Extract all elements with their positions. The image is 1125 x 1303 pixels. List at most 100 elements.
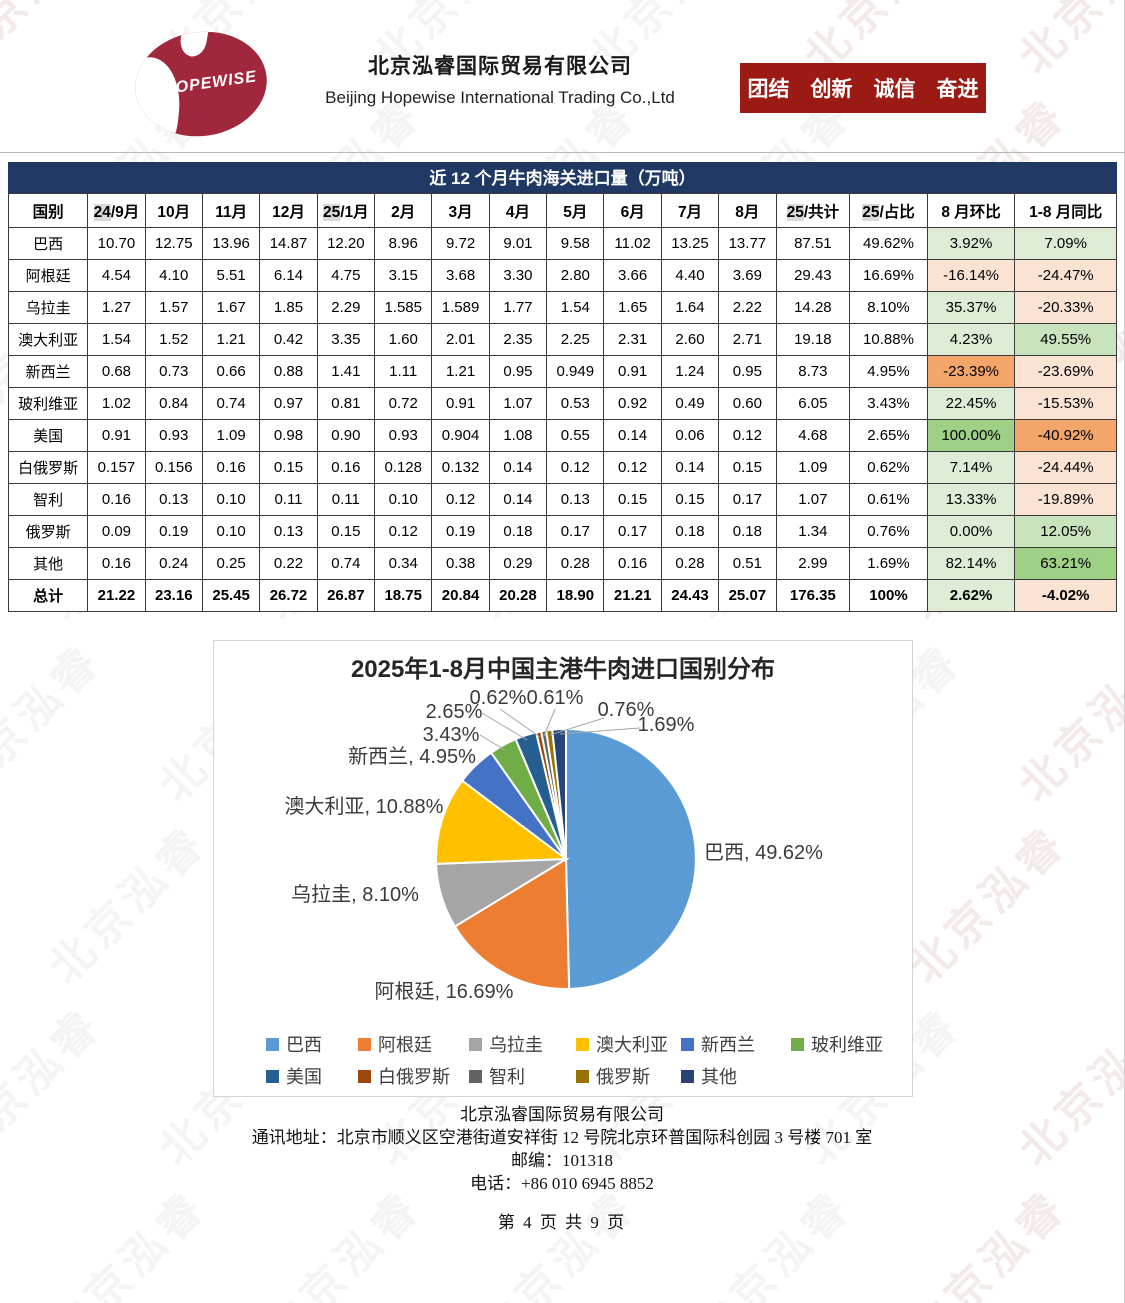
- table-cell: 0.156: [144, 451, 203, 484]
- legend-item-阿根廷: 阿根廷: [358, 1031, 432, 1057]
- table-cell: 0.19: [144, 515, 203, 548]
- table-row: 白俄罗斯 0.157 0.156 0.16 0.15 0.16 0.128 0.132 0.14…: [7, 451, 1117, 484]
- table-cell: 巴西: [7, 227, 89, 260]
- table-cell: 1.64: [660, 291, 720, 324]
- column-header: 国别: [7, 193, 89, 228]
- table-cell: 0.28: [660, 547, 720, 580]
- table-cell: 0.17: [718, 483, 777, 516]
- table-cell: 49.62%: [849, 227, 928, 260]
- column-header: 5月: [546, 193, 605, 228]
- table-cell: 0.12: [374, 515, 433, 548]
- table-cell: 63.21%: [1014, 547, 1117, 580]
- table-cell: 4.10: [144, 259, 203, 292]
- legend-item-玻利维亚: 玻利维亚: [791, 1031, 883, 1057]
- table-cell: 0.949: [546, 355, 605, 388]
- table-cell: 7.14%: [926, 451, 1016, 484]
- pie-label: 澳大利亚, 10.88%: [285, 795, 444, 818]
- table-cell: 总计: [7, 579, 89, 612]
- table-cell: 0.17: [603, 515, 662, 548]
- table-cell: 9.01: [488, 227, 548, 260]
- legend-label: 新西兰: [701, 1035, 755, 1055]
- table-cell: 1.21: [201, 323, 261, 356]
- table-cell: 2.22: [718, 291, 777, 324]
- table-cell: 2.80: [546, 259, 605, 292]
- table-cell: 3.15: [374, 259, 433, 292]
- table-cell: 100.00%: [926, 419, 1016, 452]
- table-cell: 0.61%: [849, 483, 928, 516]
- table-cell: 21.21: [603, 579, 662, 612]
- table-cell: 0.13: [144, 483, 203, 516]
- table-cell: 0.18: [718, 515, 777, 548]
- chart-title: 2025年1-8月中国主港牛肉进口国别分布: [350, 656, 776, 683]
- column-header: 25/占比: [849, 193, 928, 228]
- table-cell: 1.589: [431, 291, 490, 324]
- table-cell: 8.96: [374, 227, 433, 260]
- table-cell: 0.62%: [849, 451, 928, 484]
- footer-company: 北京泓睿国际贸易有限公司: [460, 1105, 664, 1124]
- table-cell: 13.96: [201, 227, 261, 260]
- table-row: 总计 21.22 23.16 25.45 26.72 26.87 18.75 20.84 20.…: [7, 579, 1117, 612]
- table-cell: 0.132: [431, 451, 490, 484]
- table-cell: 20.84: [431, 579, 490, 612]
- table-cell: 18.75: [374, 579, 433, 612]
- pie-label: 0.76%: [598, 699, 655, 721]
- table-cell: 0.06: [660, 419, 720, 452]
- table-cell: 1.85: [259, 291, 318, 324]
- table-cell: -24.44%: [1014, 451, 1117, 484]
- table-cell: 2.25: [546, 323, 605, 356]
- table-row: 阿根廷 4.54 4.10 5.51 6.14 4.75 3.15 3.68 3.30 2.80 3…: [7, 259, 1117, 292]
- legend-swatch: [791, 1037, 804, 1051]
- table-row: 新西兰 0.68 0.73 0.66 0.88 1.41 1.11 1.21 0.95 0.949…: [7, 355, 1117, 388]
- column-header: 3月: [431, 193, 490, 228]
- column-header: 10月: [144, 193, 203, 228]
- table-cell: 乌拉圭: [7, 291, 89, 324]
- table-cell: 12.75: [144, 227, 203, 260]
- table-cell: 0.95: [718, 355, 777, 388]
- pie-label: 2.65%: [426, 701, 483, 723]
- table-cell: 176.35: [775, 579, 851, 612]
- table-cell: 12.20: [316, 227, 376, 260]
- company-names: 北京泓睿国际贸易有限公司 Beijing Hopewise Internatio…: [300, 50, 700, 108]
- table-cell: -19.89%: [1014, 483, 1117, 516]
- table-cell: 3.92%: [926, 227, 1016, 260]
- table-cell: 0.60: [718, 387, 777, 420]
- table-cell: 0.14: [488, 451, 548, 484]
- table-cell: -23.39%: [926, 355, 1016, 388]
- table-cell: 2.60: [660, 323, 720, 356]
- legend-item-白俄罗斯: 白俄罗斯: [358, 1063, 450, 1089]
- table-cell: 0.53: [546, 387, 605, 420]
- leader-line: [499, 708, 541, 738]
- table-cell: 2.29: [316, 291, 376, 324]
- table-cell: 0.90: [316, 419, 376, 452]
- table-cell: 0.12: [431, 483, 490, 516]
- table-cell: 0.25: [201, 547, 261, 580]
- table-cell: 0.91: [87, 419, 146, 452]
- pie-chart-box: 巴西, 49.62% 阿根廷, 16.69% 乌拉圭, 8.10% 澳大利亚, 10.…: [213, 640, 913, 1097]
- table-row: 俄罗斯 0.09 0.19 0.10 0.13 0.15 0.12 0.19 0.18 0.17 0…: [7, 515, 1117, 548]
- table-cell: 3.35: [316, 323, 376, 356]
- table-cell: 0.29: [488, 547, 548, 580]
- table-cell: 0.16: [201, 451, 261, 484]
- table-cell: 3.68: [431, 259, 490, 292]
- legend-item-新西兰: 新西兰: [681, 1031, 755, 1057]
- legend-label: 俄罗斯: [596, 1067, 650, 1087]
- logo-text: HOPEWISE: [162, 68, 258, 99]
- legend-item-澳大利亚: 澳大利亚: [576, 1031, 668, 1057]
- table-cell: 1.34: [775, 515, 851, 548]
- table-cell: 0.11: [259, 483, 318, 516]
- pie-slice-巴西: [565, 727, 697, 990]
- leader-line: [549, 717, 605, 736]
- table-cell: 5.51: [201, 259, 261, 292]
- table-cell: 0.17: [546, 515, 605, 548]
- table-cell: 0.16: [316, 451, 376, 484]
- pie-label: 0.62%: [470, 687, 527, 709]
- column-header: 4月: [488, 193, 548, 228]
- table-cell: 0.28: [546, 547, 605, 580]
- leader-line: [479, 734, 506, 751]
- table-cell: 0.15: [718, 451, 777, 484]
- table-cell: 0.15: [603, 483, 662, 516]
- table-cell: 100%: [849, 579, 928, 612]
- table-cell: 26.72: [259, 579, 318, 612]
- table-cell: 0.72: [374, 387, 433, 420]
- leader-line: [559, 727, 641, 735]
